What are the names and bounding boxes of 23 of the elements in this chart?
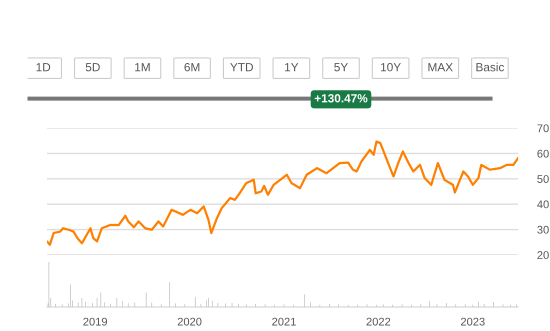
y-tick-label: 60 [537,150,549,158]
text: MAX [428,63,453,72]
y-tick-label: 30 [537,226,549,234]
y-tick-label: 40 [537,200,549,208]
x-tick-label: 2022 [366,318,390,326]
x-tick-label: 2019 [83,318,108,326]
text: 1M [135,63,150,72]
text: 6M [184,62,200,72]
text: 5D [86,63,100,72]
text: 1Y [285,63,298,72]
text: Basic [476,62,504,72]
x-tick-label: 2020 [178,318,202,326]
y-tick-label: 20 [537,251,549,260]
x-tick-label: 2023 [460,318,485,326]
text: YTD [230,63,253,72]
text: 5Y [334,63,348,72]
y-tick-label: 50 [537,175,549,183]
line-series [47,140,518,246]
text: +130.47% [314,94,368,102]
text: 1D [36,63,50,72]
text: 10Y [381,62,401,72]
y-tick-label: 70 [537,124,549,132]
x-tick-label: 2021 [272,318,296,326]
